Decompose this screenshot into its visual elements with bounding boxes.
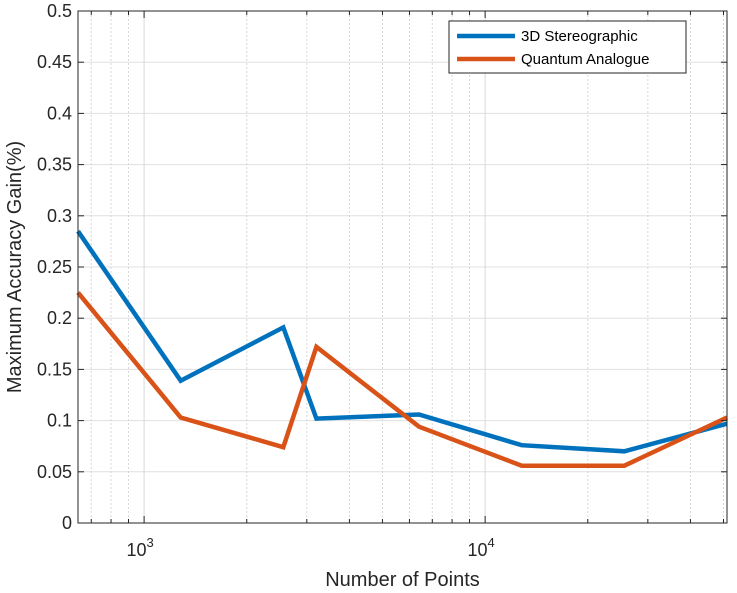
legend-label-2: Quantum Analogue xyxy=(521,51,649,68)
y-tick-label: 0.1 xyxy=(47,411,72,431)
y-tick-label: 0.2 xyxy=(47,308,72,328)
y-tick-label: 0.3 xyxy=(47,206,72,226)
series-line-2 xyxy=(76,291,728,468)
x-tick-label: 104 xyxy=(467,535,494,560)
y-axis-title: Maximum Accuracy Gain(%) xyxy=(4,141,26,393)
series-line-1 xyxy=(76,229,728,454)
legend-box xyxy=(448,20,687,74)
y-tick-label: 0 xyxy=(62,513,72,533)
legend: 3D Stereographic Quantum Analogue xyxy=(448,20,687,74)
y-tick-label: 0.25 xyxy=(37,257,72,277)
series-layer xyxy=(76,229,728,468)
x-axis-title: Number of Points xyxy=(325,569,480,591)
y-tick-label: 0.5 xyxy=(47,1,72,21)
y-tick-label: 0.35 xyxy=(37,155,72,175)
tick-layer: 0 0.05 0.1 0.15 0.2 0.25 0.3 0.35 0.4 0.45 0.5 103 1… xyxy=(37,1,727,560)
y-tick-label: 0.15 xyxy=(37,359,72,379)
y-tick-label: 0.05 xyxy=(37,462,72,482)
x-tick-label: 103 xyxy=(126,535,153,560)
legend-label-1: 3D Stereographic xyxy=(521,28,638,45)
y-tick-label: 0.4 xyxy=(47,103,72,123)
y-tick-label: 0.45 xyxy=(37,52,72,72)
